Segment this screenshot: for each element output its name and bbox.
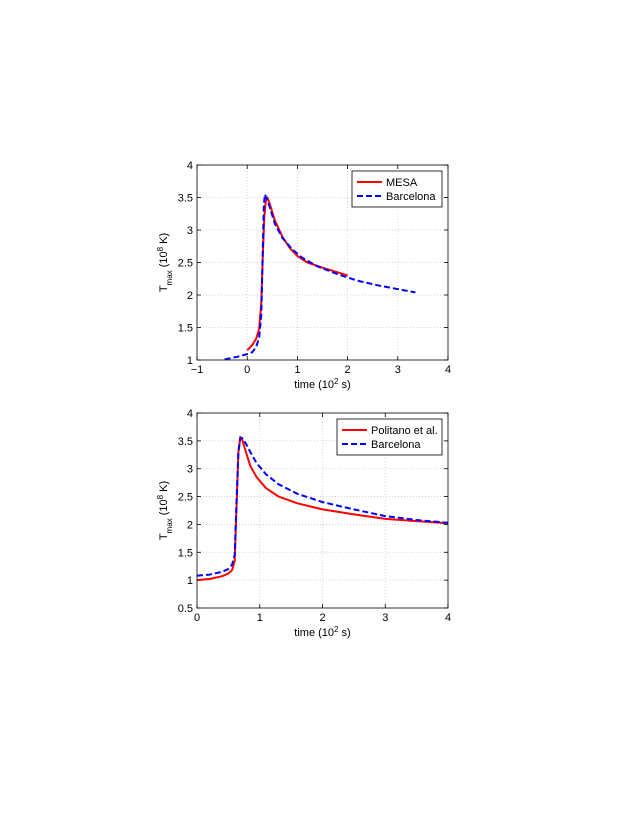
plot-frame xyxy=(196,164,449,361)
legend-label-1: Politano et al. xyxy=(371,425,438,437)
x-tick-label: 0 xyxy=(244,364,250,376)
y-axis-label-sub: max xyxy=(165,518,174,533)
y-tick-label: 1 xyxy=(187,355,193,367)
x-tick-label: 2 xyxy=(319,612,325,624)
y-tick-label: 3.5 xyxy=(178,193,193,205)
x-axis-label-sup: 2 xyxy=(334,377,339,386)
y-axis-label-mid: (10 xyxy=(158,499,170,518)
chart-2: 0 1 2 3 4 0.5 1 1.5 2 2.5 3 3.5 4 Politano et al. Barc… xyxy=(156,408,451,639)
x-axis-label: time (102 s) xyxy=(294,377,350,391)
y-tick-label: 3 xyxy=(187,464,193,476)
legend: MESA Barcelona xyxy=(351,170,443,208)
y-axis-label: Tmax (108 K) xyxy=(156,481,174,540)
legend-label-1: MESA xyxy=(386,177,418,189)
y-axis-label-mid: (10 xyxy=(158,251,170,270)
y-tick-label: 2.5 xyxy=(178,492,193,504)
x-tick-label: 1 xyxy=(257,612,263,624)
x-axis-label-main: time (10 xyxy=(294,379,334,391)
x-tick-label: 2 xyxy=(345,364,351,376)
y-tick-label: 4 xyxy=(187,160,193,172)
legend-box xyxy=(336,418,443,456)
y-tick-label: 1.5 xyxy=(178,547,193,559)
y-axis-label-end: K) xyxy=(158,481,170,495)
y-axis-label-sub: max xyxy=(165,270,174,285)
legend-label-2: Barcelona xyxy=(386,191,436,203)
y-tick-label: 4 xyxy=(187,408,193,420)
y-axis-label-main: T xyxy=(158,285,170,292)
y-axis-label-main: T xyxy=(158,533,170,540)
y-tick-label: 2 xyxy=(187,519,193,531)
x-tick-label: 3 xyxy=(382,612,388,624)
x-axis-label-main: time (10 xyxy=(294,627,334,639)
y-axis-label: Tmax (108 K) xyxy=(156,233,174,292)
chart-1: −1 0 1 2 3 4 1 1.5 2 2.5 3 3.5 4 MESA Barcelona time (1… xyxy=(156,160,451,391)
x-axis-label: time (102 s) xyxy=(294,625,350,639)
x-axis-label-end: s) xyxy=(338,379,350,391)
series-line-2 xyxy=(224,193,416,360)
x-axis-label-sup: 2 xyxy=(334,625,339,634)
x-axis-label-end: s) xyxy=(338,627,350,639)
x-tick-label: 4 xyxy=(445,364,451,376)
legend-label-2: Barcelona xyxy=(371,439,421,451)
series-line-1 xyxy=(246,196,348,351)
y-tick-label: 1 xyxy=(187,575,193,587)
y-tick-label: 3 xyxy=(187,225,193,237)
y-tick-label: 2.5 xyxy=(178,258,193,270)
y-tick-label: 3.5 xyxy=(178,436,193,448)
y-tick-label: 0.5 xyxy=(178,603,193,615)
x-tick-label: 0 xyxy=(194,612,200,624)
series-line-2 xyxy=(197,437,448,577)
series-line-1 xyxy=(197,436,448,582)
y-axis-label-sup: 8 xyxy=(156,494,165,499)
plot-frame xyxy=(196,412,449,609)
y-tick-label: 2 xyxy=(187,290,193,302)
y-tick-label: 1.5 xyxy=(178,323,193,335)
x-tick-label: 1 xyxy=(294,364,300,376)
legend: Politano et al. Barcelona xyxy=(336,418,443,456)
x-tick-label: −1 xyxy=(191,364,204,376)
y-axis-label-end: K) xyxy=(158,233,170,247)
y-axis-label-sup: 8 xyxy=(156,246,165,251)
legend-box xyxy=(351,170,443,208)
x-tick-label: 3 xyxy=(395,364,401,376)
x-tick-label: 4 xyxy=(445,612,451,624)
